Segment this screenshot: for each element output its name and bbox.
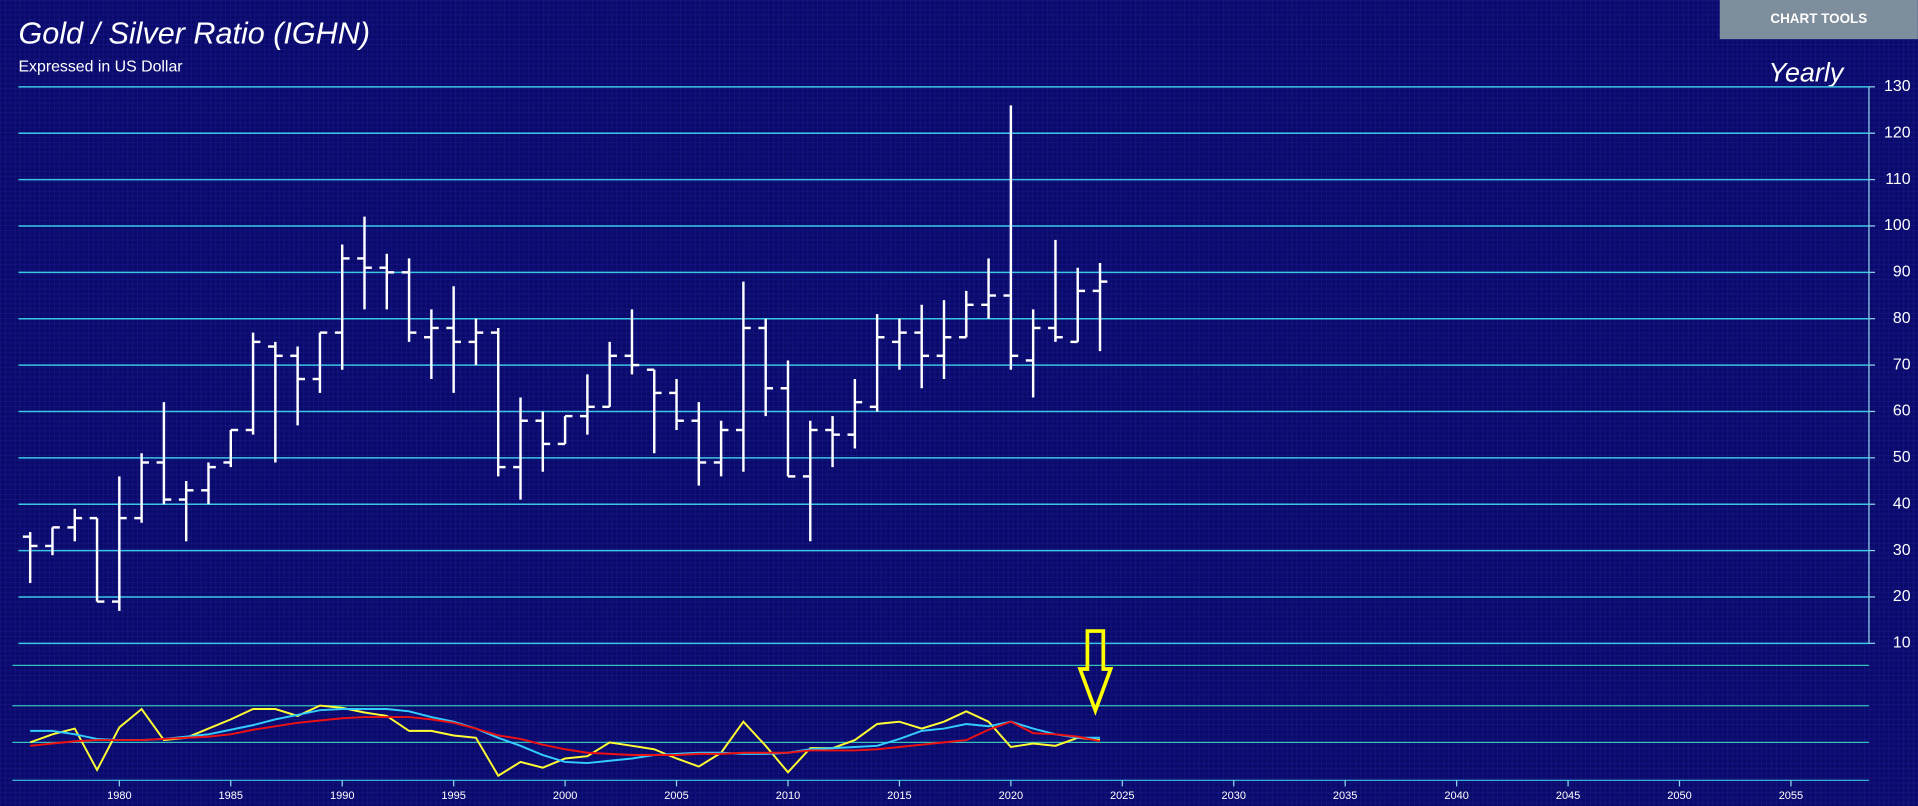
x-tick-label: 2025 [1110,790,1134,802]
x-tick-label: 2020 [999,790,1023,802]
y-tick-label: 40 [1893,495,1911,512]
y-tick-label: 110 [1885,171,1910,188]
period-label: Yearly [1769,58,1845,88]
x-tick-label: 2005 [664,790,688,802]
chart-tools-button[interactable]: CHART TOOLS [1719,0,1918,40]
y-tick-label: 80 [1893,310,1911,327]
x-tick-label: 2000 [553,790,577,802]
x-tick-label: 1990 [330,790,354,802]
x-tick-label: 1980 [107,790,131,802]
y-tick-label: 120 [1884,124,1911,141]
y-tick-label: 30 [1893,542,1911,559]
x-tick-label: 2015 [887,790,911,802]
y-tick-label: 10 [1893,635,1911,652]
indicator-line [30,708,1101,765]
y-tick-label: 20 [1893,588,1911,605]
x-tick-label: 2010 [776,790,800,802]
x-tick-label: 2035 [1333,790,1357,802]
y-tick-label: 90 [1893,264,1911,281]
x-tick-label: 1995 [441,790,465,802]
x-tick-label: 2030 [1222,790,1246,802]
arrow-annotation [1077,629,1114,716]
indicator-line [30,716,1101,757]
y-tick-label: 70 [1893,356,1911,373]
x-tick-label: 2050 [1667,790,1691,802]
y-tick-label: 60 [1893,403,1911,420]
x-tick-label: 2040 [1444,790,1468,802]
chart-subtitle: Expressed in US Dollar [18,58,183,75]
y-tick-label: 130 [1884,78,1911,95]
chart-title: Gold / Silver Ratio (IGHN) [18,17,370,51]
button-label[interactable]: CHART TOOLS [1770,11,1867,26]
y-tick-label: 50 [1893,449,1911,466]
x-tick-label: 2045 [1556,790,1580,802]
x-tick-label: 1985 [219,790,243,802]
button-bg[interactable] [1719,0,1918,40]
y-tick-label: 100 [1884,217,1911,234]
x-tick-label: 2055 [1779,790,1803,802]
indicator-line [29,704,1101,778]
